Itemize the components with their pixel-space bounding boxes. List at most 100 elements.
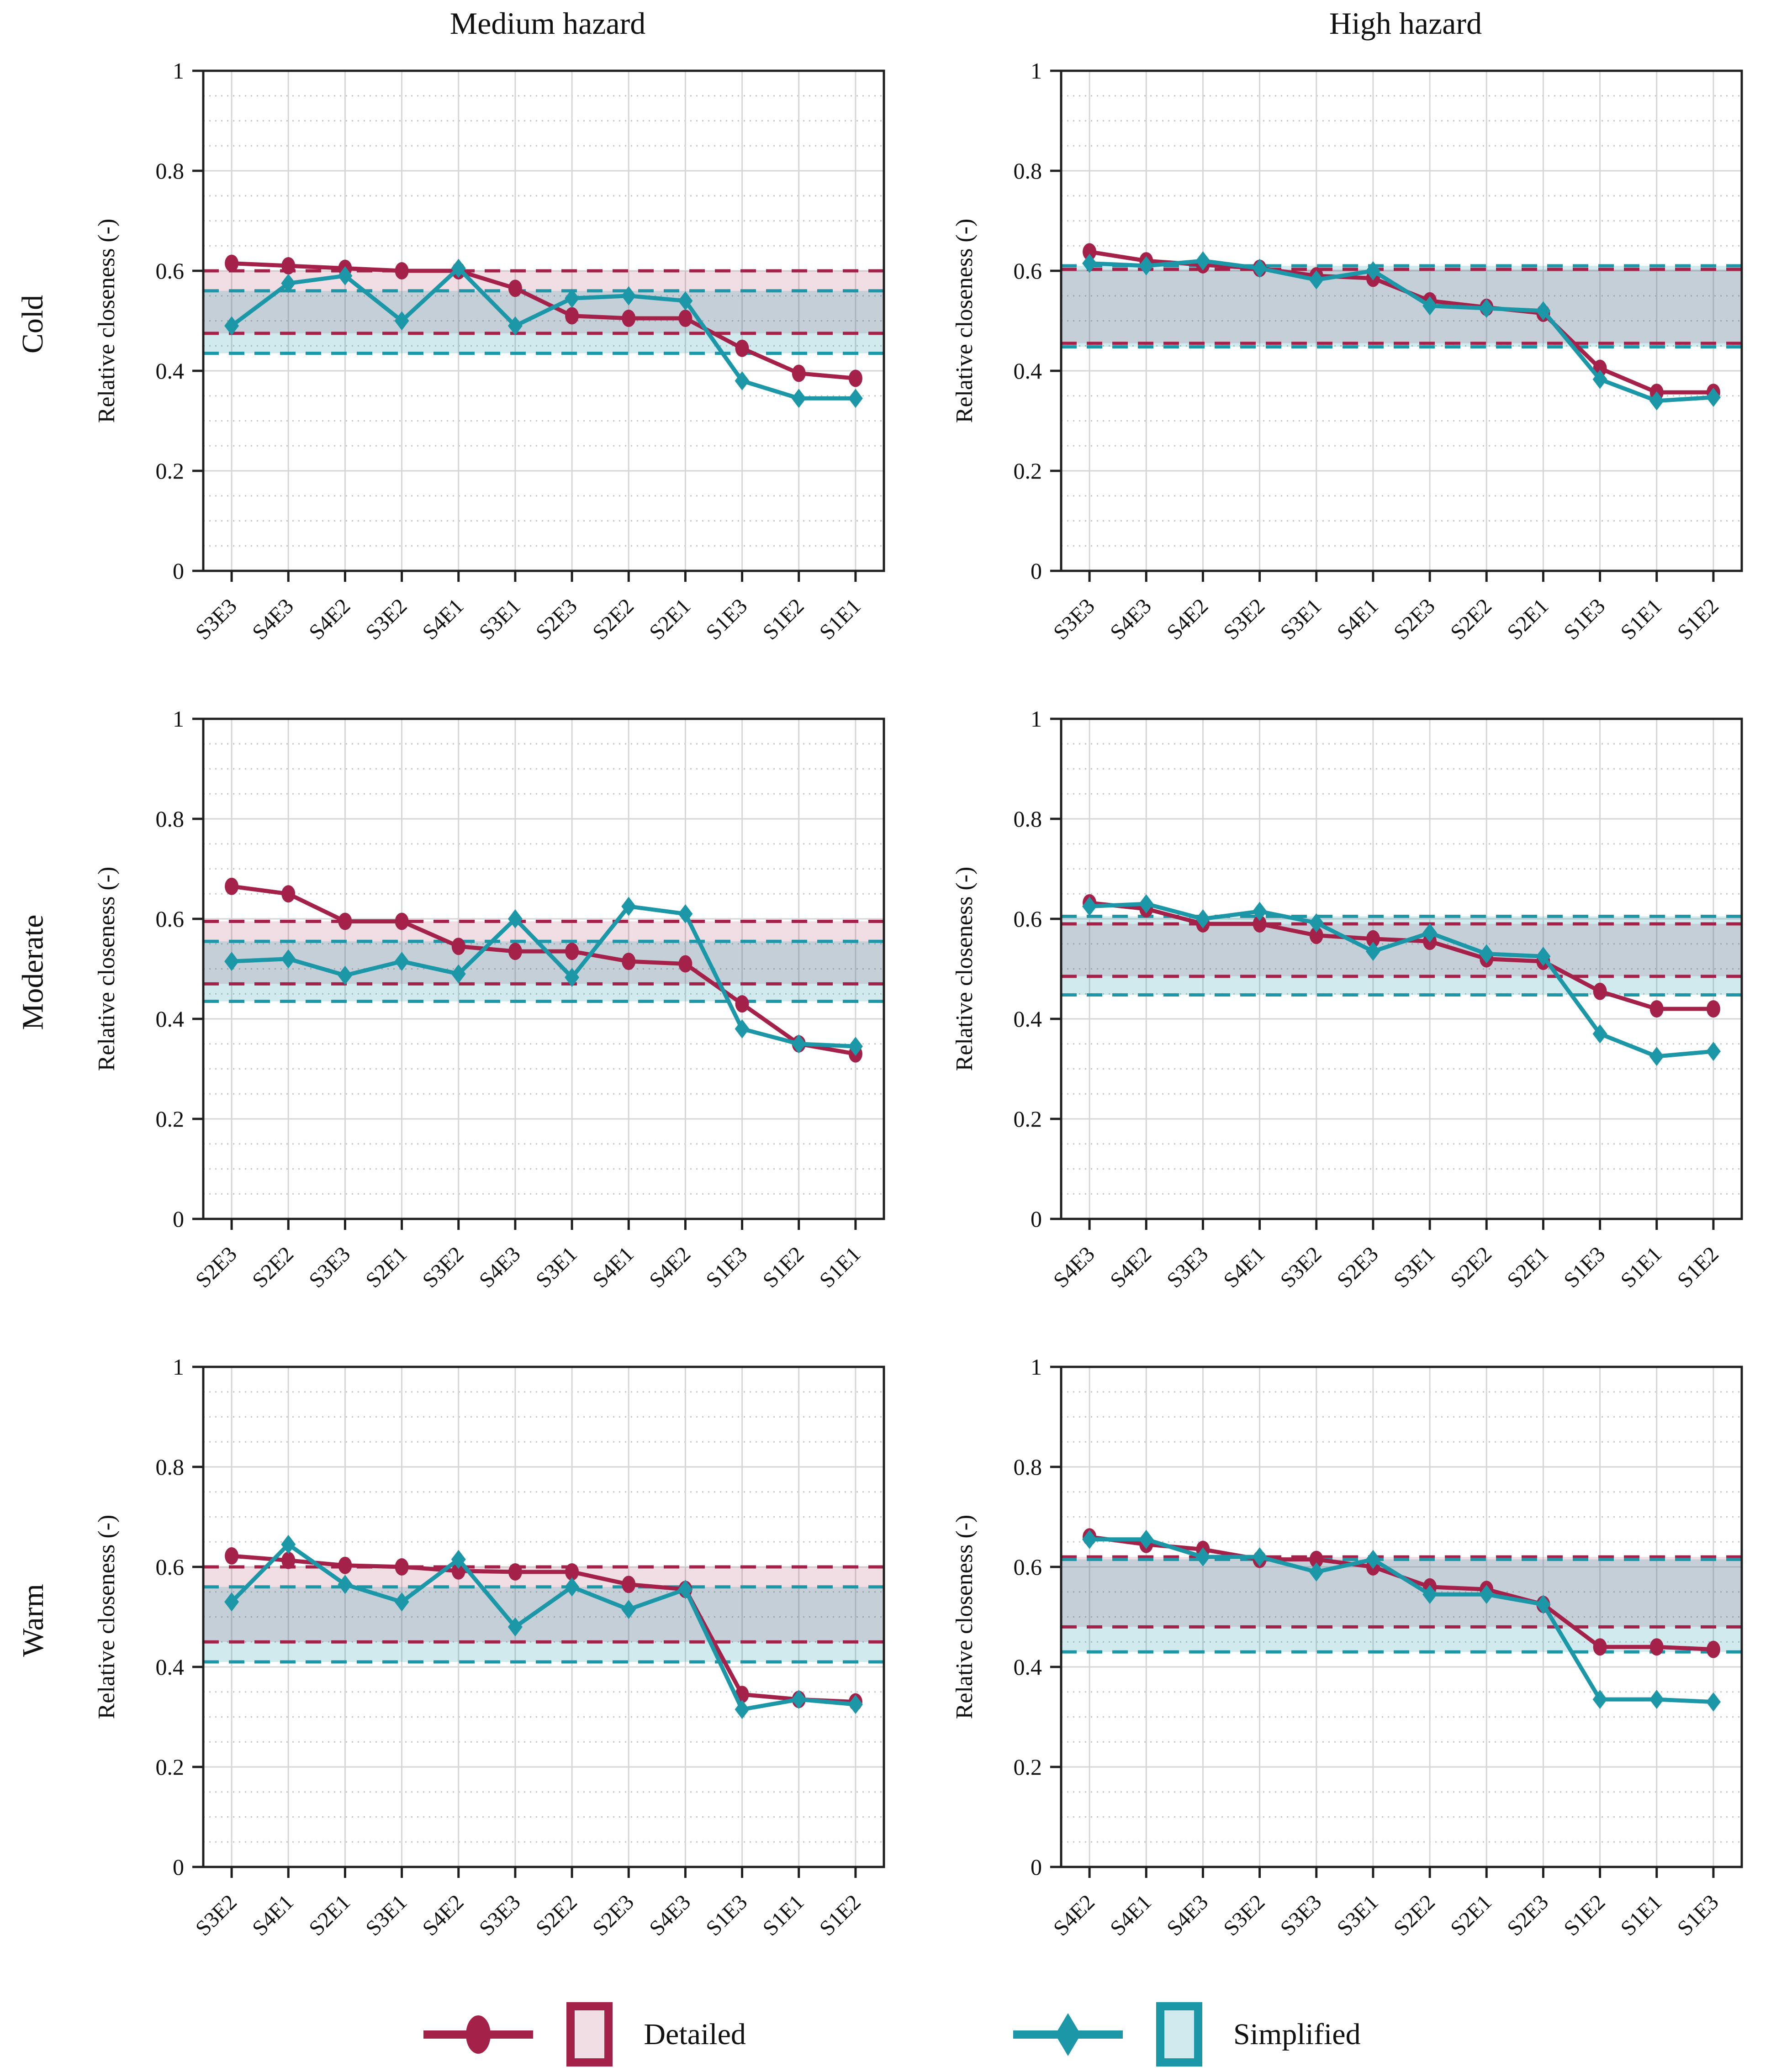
legend-label-detailed: Detailed <box>644 2017 746 2051</box>
svg-text:S2E1: S2E1 <box>361 1242 412 1292</box>
svg-text:0.2: 0.2 <box>1014 1754 1042 1780</box>
svg-text:S2E2: S2E2 <box>588 594 639 644</box>
chart-moderate-high-hazard: 0 0.2 0.4 0.6 0.8 1 S4E3 S4E2 S3E3 S4E1 S3E2 S2E3 S3… <box>924 701 1760 1340</box>
svg-text:S3E2: S3E2 <box>1219 1890 1269 1940</box>
svg-text:1: 1 <box>1031 58 1042 84</box>
svg-text:S4E1: S4E1 <box>1332 594 1383 644</box>
svg-text:S1E2: S1E2 <box>758 594 809 644</box>
legend: Detailed Simplified <box>0 1997 1782 2072</box>
chart-warm-high-hazard: 0 0.2 0.4 0.6 0.8 1 S4E2 S4E1 S4E3 S3E2 S3E3 S3E1 S2… <box>924 1349 1760 1988</box>
svg-text:S1E1: S1E1 <box>815 1242 866 1292</box>
svg-text:0.8: 0.8 <box>156 158 185 184</box>
svg-text:S3E1: S3E1 <box>1332 1890 1383 1940</box>
svg-text:S1E1: S1E1 <box>758 1890 809 1940</box>
svg-text:S4E2: S4E2 <box>304 594 355 644</box>
simplified-band-swatch-icon <box>1156 2002 1202 2067</box>
svg-text:0.6: 0.6 <box>1014 1554 1042 1580</box>
svg-text:Relative closeness (-): Relative closeness (-) <box>952 219 978 423</box>
svg-text:0.8: 0.8 <box>156 1454 185 1480</box>
svg-text:S1E1: S1E1 <box>1616 594 1667 644</box>
svg-text:S3E2: S3E2 <box>1219 594 1269 644</box>
svg-text:0.6: 0.6 <box>1014 906 1042 932</box>
svg-text:S1E3: S1E3 <box>701 1242 752 1292</box>
svg-text:S2E2: S2E2 <box>1446 1242 1496 1292</box>
svg-text:0: 0 <box>173 1206 184 1232</box>
svg-text:S3E1: S3E1 <box>361 1890 412 1940</box>
svg-text:S3E1: S3E1 <box>531 1242 582 1292</box>
svg-text:S4E1: S4E1 <box>418 594 469 644</box>
svg-text:S1E3: S1E3 <box>701 1890 752 1940</box>
row-label-cell-moderate: Moderate <box>0 701 66 1349</box>
svg-text:0.8: 0.8 <box>1014 158 1042 184</box>
svg-text:S2E2: S2E2 <box>1389 1890 1440 1940</box>
svg-text:0.4: 0.4 <box>1014 1006 1042 1032</box>
svg-text:S2E3: S2E3 <box>191 1242 242 1292</box>
svg-text:1: 1 <box>173 58 184 84</box>
svg-text:0.6: 0.6 <box>1014 258 1042 284</box>
svg-text:0.4: 0.4 <box>1014 358 1042 384</box>
legend-label-simplified: Simplified <box>1233 2017 1361 2051</box>
svg-text:S3E3: S3E3 <box>475 1890 525 1940</box>
svg-text:S1E3: S1E3 <box>1559 594 1610 644</box>
chart-moderate-high-hazard-svg: 0 0.2 0.4 0.6 0.8 1 S4E3 S4E2 S3E3 S4E1 S3E2 S2E3 S3… <box>952 706 1743 1292</box>
svg-text:S1E2: S1E2 <box>1673 594 1723 644</box>
svg-text:S2E1: S2E1 <box>645 594 695 644</box>
svg-text:S4E2: S4E2 <box>1105 1242 1156 1292</box>
svg-text:0.4: 0.4 <box>156 358 185 384</box>
svg-text:0.6: 0.6 <box>156 1554 185 1580</box>
svg-text:S2E2: S2E2 <box>531 1890 582 1940</box>
svg-text:S3E2: S3E2 <box>1276 1242 1327 1292</box>
svg-text:S4E2: S4E2 <box>1162 594 1213 644</box>
chart-moderate-medium-hazard: 0 0.2 0.4 0.6 0.8 1 S2E3 S2E2 S3E3 S2E1 S3E2 S4E3 S3… <box>66 701 902 1340</box>
svg-text:0: 0 <box>173 558 184 584</box>
svg-text:S3E3: S3E3 <box>1049 594 1100 644</box>
svg-text:S4E3: S4E3 <box>1105 594 1156 644</box>
svg-text:S3E2: S3E2 <box>361 594 412 644</box>
svg-text:Relative closeness (-): Relative closeness (-) <box>94 1515 120 1719</box>
svg-text:0.8: 0.8 <box>1014 806 1042 832</box>
simplified-line-marker-icon <box>1013 2013 1123 2056</box>
legend-item-detailed: Detailed <box>421 2001 746 2067</box>
row-label-warm: Warm <box>16 1583 50 1657</box>
svg-text:S4E3: S4E3 <box>1049 1242 1100 1292</box>
svg-text:1: 1 <box>173 1354 184 1380</box>
svg-text:0.2: 0.2 <box>1014 458 1042 484</box>
svg-text:S1E2: S1E2 <box>758 1242 809 1292</box>
svg-text:S3E3: S3E3 <box>191 594 242 644</box>
svg-text:0.8: 0.8 <box>1014 1454 1042 1480</box>
chart-warm-medium-hazard: 0 0.2 0.4 0.6 0.8 1 S3E2 S4E1 S2E1 S3E1 S4E2 S3E3 S2… <box>66 1349 902 1988</box>
column-title-high-hazard: High hazard <box>1329 6 1482 41</box>
svg-text:S3E1: S3E1 <box>1389 1242 1440 1292</box>
svg-text:S1E2: S1E2 <box>815 1890 866 1940</box>
chart-cold-medium-hazard: 0 0.2 0.4 0.6 0.8 1 S3E3 S4E3 S4E2 S3E2 S4E1 S3E1 S2… <box>66 53 902 692</box>
legend-item-simplified: Simplified <box>1011 2001 1361 2067</box>
svg-text:0.6: 0.6 <box>156 906 185 932</box>
column-title-medium-hazard: Medium hazard <box>449 6 646 41</box>
svg-text:S1E1: S1E1 <box>1616 1890 1667 1940</box>
svg-text:S3E3: S3E3 <box>1276 1890 1327 1940</box>
svg-text:S4E1: S4E1 <box>1219 1242 1269 1292</box>
svg-text:S4E1: S4E1 <box>1105 1890 1156 1940</box>
svg-text:S2E2: S2E2 <box>1446 594 1496 644</box>
svg-text:0.2: 0.2 <box>156 458 185 484</box>
svg-text:S4E1: S4E1 <box>248 1890 298 1940</box>
svg-text:1: 1 <box>173 706 184 732</box>
svg-text:Relative closeness (-): Relative closeness (-) <box>952 867 978 1071</box>
svg-text:0: 0 <box>173 1854 184 1880</box>
svg-text:0.4: 0.4 <box>1014 1654 1042 1680</box>
svg-text:S4E3: S4E3 <box>1162 1890 1213 1940</box>
svg-text:S4E1: S4E1 <box>588 1242 639 1292</box>
svg-text:S3E2: S3E2 <box>418 1242 469 1292</box>
row-label-moderate: Moderate <box>16 914 50 1030</box>
svg-text:S1E3: S1E3 <box>701 594 752 644</box>
svg-text:S2E3: S2E3 <box>531 594 582 644</box>
chart-cold-high-hazard: 0 0.2 0.4 0.6 0.8 1 S3E3 S4E3 S4E2 S3E2 S3E1 S4E1 S2… <box>924 53 1760 692</box>
svg-text:S4E3: S4E3 <box>645 1890 695 1940</box>
svg-text:S1E2: S1E2 <box>1559 1890 1610 1940</box>
detailed-band-swatch-icon <box>566 2002 613 2067</box>
